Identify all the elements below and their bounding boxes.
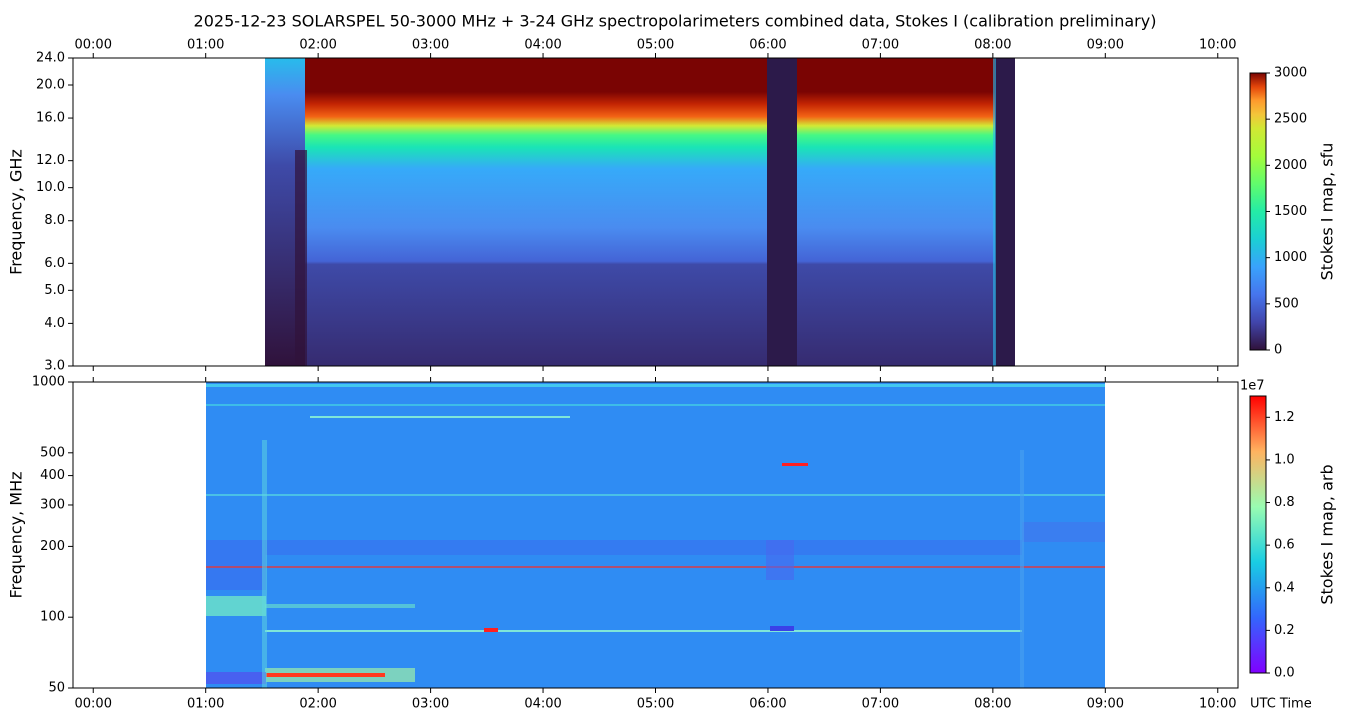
x-tick-label: 05:00	[637, 697, 674, 712]
y-tick-label: 12.0	[36, 153, 65, 168]
x-tick-label: 09:00	[1087, 38, 1124, 53]
colorbar-tick-label: 1.2	[1274, 410, 1295, 425]
x-tick-label: 10:00	[1199, 697, 1236, 712]
heatmap-top	[265, 58, 1015, 366]
y-tick-label: 1000	[32, 375, 65, 390]
y-axis-label: Frequency, MHz	[7, 471, 26, 598]
colorbar-tick-label: 1000	[1274, 250, 1307, 265]
x-axis-label: UTC Time	[1250, 697, 1312, 712]
x-tick-label: 02:00	[299, 697, 336, 712]
x-tick-label: 00:00	[75, 38, 112, 53]
x-tick-label: 09:00	[1087, 697, 1124, 712]
y-tick-label: 20.0	[36, 78, 65, 93]
x-tick-label: 06:00	[749, 38, 786, 53]
y-tick-label: 10.0	[36, 180, 65, 195]
colorbar-label: Stokes I map, sfu	[1318, 143, 1337, 281]
colorbar-tick-label: 0.2	[1274, 623, 1295, 638]
x-tick-label: 07:00	[862, 38, 899, 53]
x-tick-label: 04:00	[524, 697, 561, 712]
colorbar-tick-label: 0.0	[1274, 666, 1295, 681]
chart-title: 2025-12-23 SOLARSPEL 50-3000 MHz + 3-24 …	[194, 12, 1157, 31]
colorbar-tick-label: 2500	[1274, 112, 1307, 127]
colorbar-tick-label: 3000	[1274, 66, 1307, 81]
x-tick-label: 08:00	[974, 38, 1011, 53]
y-tick-label: 100	[40, 610, 65, 625]
colorbar	[1249, 72, 1267, 351]
colorbar-offset-label: 1e7	[1240, 379, 1265, 394]
x-tick-label: 05:00	[637, 38, 674, 53]
heatmap-bottom	[206, 382, 1105, 688]
colorbar	[1249, 395, 1267, 674]
colorbar-tick-label: 0.4	[1274, 580, 1295, 595]
colorbar-tick-label: 2000	[1274, 158, 1307, 173]
y-axis-label: Frequency, GHz	[7, 149, 26, 275]
x-tick-label: 01:00	[187, 697, 224, 712]
colorbar-tick-label: 1.0	[1274, 452, 1295, 467]
x-tick-label: 07:00	[862, 697, 899, 712]
x-tick-label: 02:00	[299, 38, 336, 53]
y-tick-label: 4.0	[44, 316, 65, 331]
y-tick-label: 300	[40, 497, 65, 512]
y-tick-label: 6.0	[44, 256, 65, 271]
x-tick-label: 08:00	[974, 697, 1011, 712]
colorbar-tick-label: 0	[1274, 343, 1282, 358]
y-tick-label: 5.0	[44, 283, 65, 298]
y-tick-label: 500	[40, 445, 65, 460]
x-tick-label: 03:00	[412, 697, 449, 712]
x-tick-label: 00:00	[75, 697, 112, 712]
colorbar-tick-label: 0.8	[1274, 495, 1295, 510]
y-tick-label: 24.0	[36, 51, 65, 66]
x-tick-label: 06:00	[749, 697, 786, 712]
colorbar-tick-label: 0.6	[1274, 538, 1295, 553]
colorbar-tick-label: 500	[1274, 296, 1299, 311]
y-tick-label: 200	[40, 539, 65, 554]
x-tick-label: 03:00	[412, 38, 449, 53]
x-tick-label: 01:00	[187, 38, 224, 53]
colorbar-label: Stokes I map, arb	[1318, 464, 1337, 604]
y-tick-label: 8.0	[44, 213, 65, 228]
y-tick-label: 16.0	[36, 111, 65, 126]
x-tick-label: 04:00	[524, 38, 561, 53]
y-tick-label: 3.0	[44, 359, 65, 374]
y-tick-label: 50	[48, 681, 65, 696]
colorbar-tick-label: 1500	[1274, 204, 1307, 219]
x-tick-label: 10:00	[1199, 38, 1236, 53]
y-tick-label: 400	[40, 468, 65, 483]
